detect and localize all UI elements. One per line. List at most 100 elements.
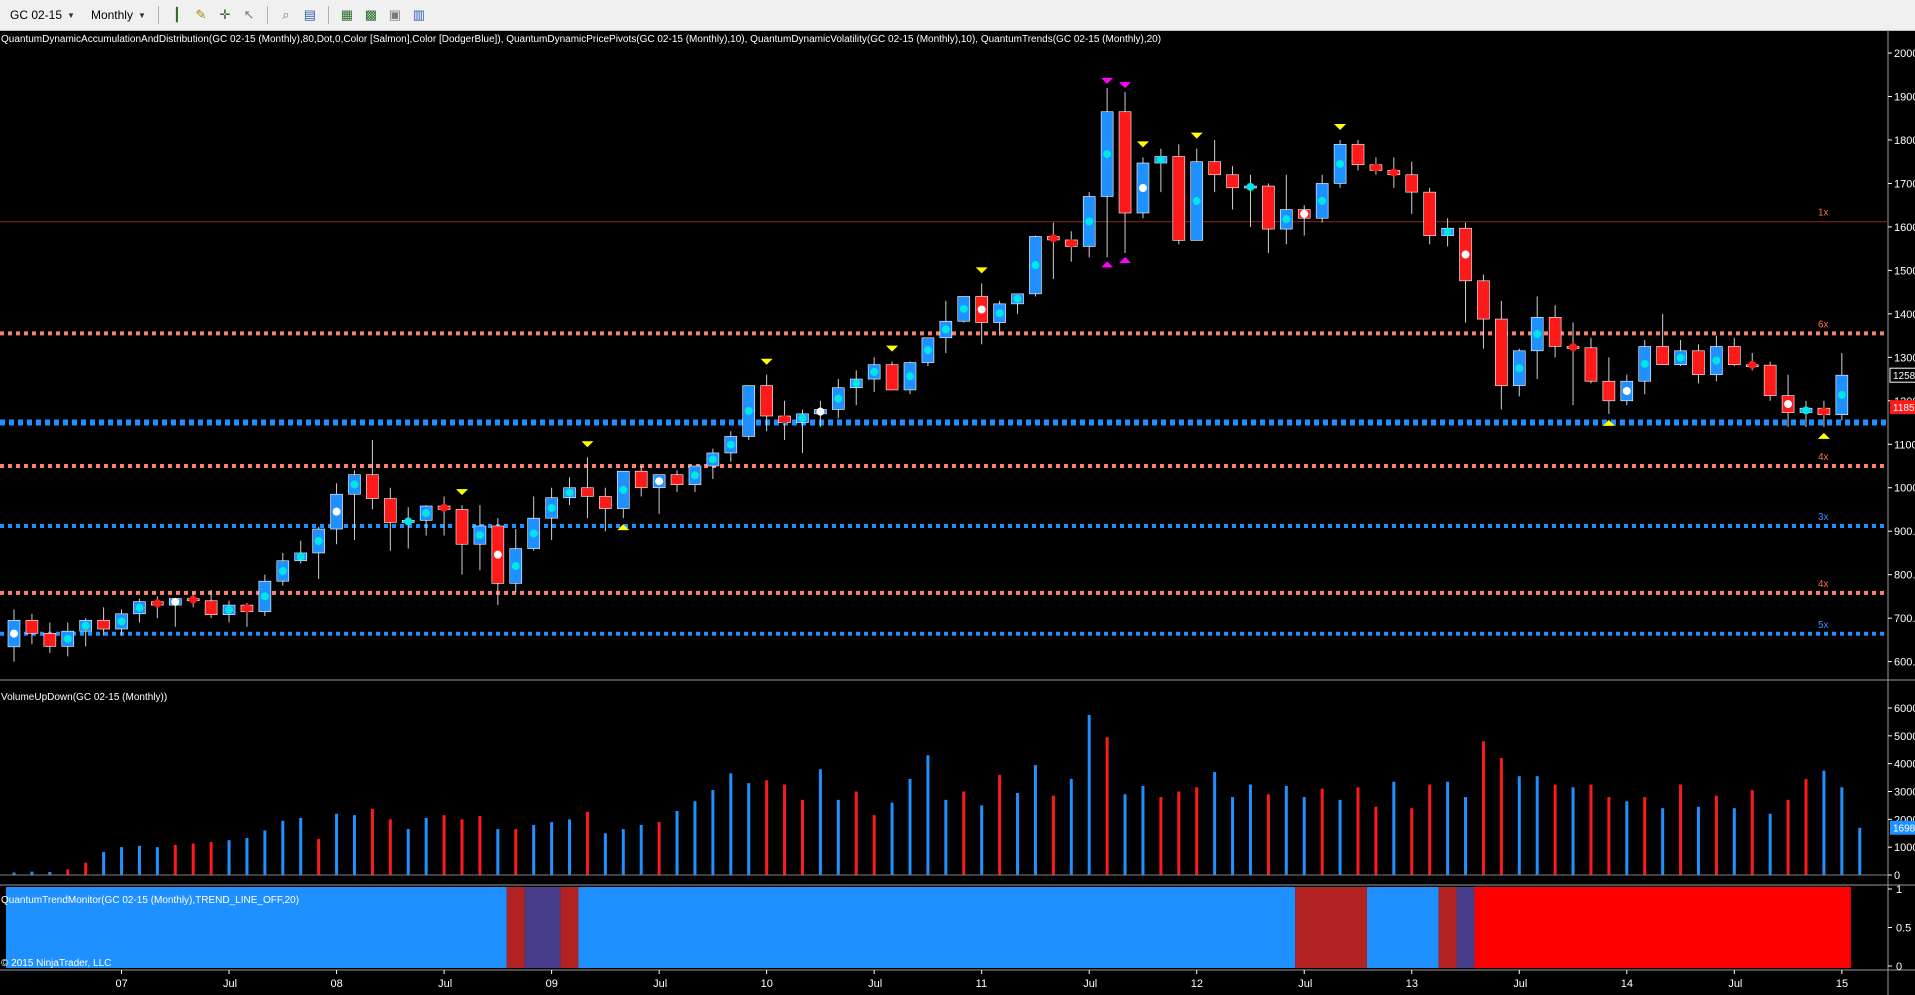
volume-bar [1858,827,1862,875]
trend-dot [207,603,216,612]
data-box-icon[interactable]: ▣ [388,7,402,22]
volume-bar [30,871,34,875]
trend-dot [225,605,234,614]
x-tick-label: Jul [1083,978,1097,990]
trend-dot [1766,376,1775,385]
volume-bar [1643,797,1647,875]
timeframe-selector[interactable]: Monthly ▼ [85,4,152,26]
level-count-tag: 5x [1818,620,1829,631]
volatility-high-marker [1119,82,1132,89]
volume-bar [1284,785,1288,875]
volume-bar [191,843,195,875]
trend-dot [1318,196,1327,205]
volume-bar [568,819,572,875]
trend-dot [1694,358,1703,367]
x-tick-label: 14 [1621,978,1633,990]
properties-icon[interactable]: ▤ [303,7,317,22]
trend-dot [726,440,735,449]
trend-dot [1407,179,1416,188]
chart-canvas[interactable]: 2000.01900.01800.01700.01600.01500.01400… [0,30,1915,995]
price-tick-label: 1300.0 [1894,352,1915,364]
trend-dot [1103,150,1112,159]
trend-segment-bull [578,887,1296,968]
trend-dot [99,620,108,629]
bar-type-icon[interactable]: ┃ [172,7,181,22]
trend-dot [117,617,126,626]
trend-dot [440,503,449,512]
volume-bar [1177,791,1181,875]
volume-bar [1069,778,1073,875]
trend-dot [834,394,843,403]
trend-dot [1246,182,1255,191]
volume-bar [1481,741,1485,875]
volume-bar [1231,797,1235,875]
trend-dot [941,325,950,334]
last-price-tag-box [1889,367,1915,383]
instrument-selector[interactable]: GC 02-15 ▼ [4,4,81,26]
trend-dot [1604,387,1613,396]
price-tick-label: 800.0 [1894,570,1915,582]
volume-bar [1535,776,1539,875]
crosshair-icon[interactable]: ✛ [219,7,231,22]
x-tick-label: 09 [546,978,558,990]
price-tick-label: 1500.0 [1894,265,1915,277]
x-tick-label: Jul [1513,978,1527,990]
x-tick-label: 13 [1406,978,1418,990]
volume-bar [1338,799,1342,875]
pointer-icon[interactable]: ↖ [243,7,255,22]
volume-bar [711,790,715,875]
templates-icon[interactable]: ▥ [412,7,426,22]
current-price-tag: 1185.4 [1893,403,1915,414]
zoom-icon[interactable]: ⌕ [282,7,290,22]
last-price-tag: 1258.9 [1893,371,1915,382]
volume-bar [1320,788,1324,875]
trend-dot [27,622,36,631]
trend-dot [1264,203,1273,212]
volume-bar [1141,785,1145,875]
trend-dot [1640,359,1649,368]
volume-bar [1374,806,1378,875]
trend-dot [1371,163,1380,172]
volume-bar [1499,758,1503,875]
volume-tick-label: 1000K [1894,842,1915,854]
volume-bar [48,871,52,875]
volume-indicator-label: VolumeUpDown(GC 02-15 (Monthly)) [1,692,168,703]
trend-dot [189,595,198,604]
volume-bar [1804,778,1808,875]
volume-bar [532,824,536,875]
indicators-icon[interactable]: ▦ [340,7,354,22]
volume-bar [585,811,589,875]
trend-dot [1676,353,1685,362]
trend-dot [601,498,610,507]
volume-bar [926,755,930,875]
level-count-tag: 6x [1818,319,1829,330]
trend-dot [493,550,502,559]
trend-dot [1479,295,1488,304]
trend-dot [1228,177,1237,186]
volume-bar [173,844,177,875]
volatility-high-marker [1101,77,1114,84]
trend-dot [1712,356,1721,365]
volume-value-tag: 1698K [1893,824,1915,835]
volume-bar [12,872,16,875]
trend-segment-strong_bear [506,887,525,968]
volume-bar [1446,781,1450,875]
trend-dot [1533,330,1542,339]
volume-bar [424,817,428,875]
trend-dot [852,379,861,388]
pivot-high-marker [886,345,899,352]
volume-bar [621,829,625,875]
trend-dot [1730,351,1739,360]
volume-bar [1661,808,1665,875]
strategies-icon[interactable]: ▩ [364,7,378,22]
chevron-down-icon: ▼ [67,10,75,20]
trend-dot [63,634,72,643]
pivot-high-marker [1136,141,1149,148]
pencil-icon[interactable]: ✎ [195,7,207,22]
trend-dot [888,373,897,382]
volume-bar [1786,799,1790,875]
x-tick-label: Jul [1298,978,1312,990]
price-tick-label: 1700.0 [1894,178,1915,190]
volume-bar [478,815,482,875]
trend-segment-strong_bear [1295,887,1367,968]
